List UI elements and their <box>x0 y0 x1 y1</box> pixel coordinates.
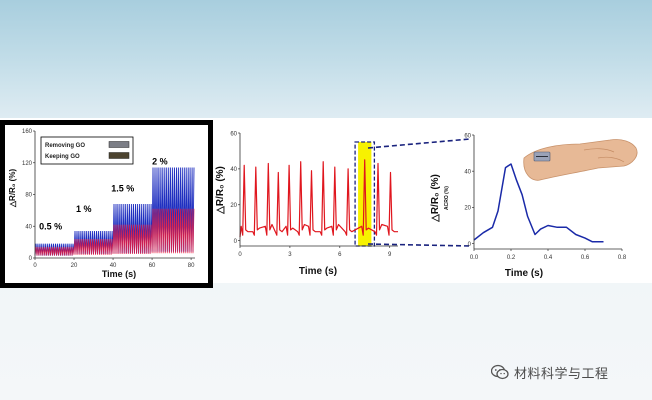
chart3-y-tick-label: 20 <box>464 206 471 212</box>
strain-response-chart: 0 20 40 60 80 0 40 80 120 160 0.5 % 1 % 1.5 % 2 % Re… <box>5 125 208 283</box>
chart1-y-tick-label: 0 <box>29 256 33 262</box>
chart2-highlight-band <box>358 141 372 246</box>
chart3-x-tick-label: 0.0 <box>470 255 479 261</box>
chart2-y-tick-label: 60 <box>230 131 237 137</box>
chart1-ylabel: △R/R₀ (%) <box>8 169 17 209</box>
chart2-y-tick-label: 0 <box>234 239 238 245</box>
chart1-y-tick-label: 160 <box>22 129 33 135</box>
chart3-xlabel: Time (s) <box>505 268 543 279</box>
chart3-y-tick-label: 60 <box>464 133 471 139</box>
chart1-x-tick-label: 40 <box>110 263 117 269</box>
chart1-x-tick-label: 0 <box>33 263 37 269</box>
chart3-y-tick-label: 0 <box>468 242 472 248</box>
chart3-ylabel-sub: ACRO (%) <box>444 186 450 210</box>
chart2-x-tick-label: 0 <box>238 252 242 258</box>
chart2-xlabel: Time (s) <box>299 266 337 277</box>
chart1-legend-label: Removing GO <box>45 143 85 149</box>
watermark: 材料科学与工程 <box>491 362 609 382</box>
chart1-strain-label: 1 % <box>76 204 92 214</box>
wrist-sensor-photo <box>523 139 638 181</box>
chart1-xlabel: Time (s) <box>102 269 136 279</box>
chart3-x-tick-label: 0.2 <box>507 255 516 261</box>
chart2-x-tick-label: 9 <box>388 252 392 258</box>
chart1-y-tick-label: 40 <box>25 224 32 230</box>
chart2-y-tick-label: 40 <box>230 167 237 173</box>
chart3-x-tick-label: 0.6 <box>581 255 590 261</box>
chart3-x-tick-label: 0.4 <box>544 255 553 261</box>
chart1-x-tick-label: 20 <box>71 263 78 269</box>
chart2-x-tick-label: 3 <box>288 252 292 258</box>
watermark-text: 材料科学与工程 <box>514 366 609 382</box>
pulse-response-chart: 0 3 6 9 0 20 40 60 Time (s) △R/R₀ (%) <box>215 131 398 277</box>
chart1-x-tick-label: 60 <box>149 263 156 269</box>
chart2-ylabel: △R/R₀ (%) <box>215 166 226 215</box>
chart1-y-tick-label: 80 <box>25 193 32 199</box>
chart1-strain-label: 0.5 % <box>39 221 62 231</box>
chart1-legend-label: Keeping GO <box>45 154 80 160</box>
chart3-ylabel: △R/R₀ (%) <box>430 174 441 223</box>
chart2-series-line <box>239 159 398 238</box>
chart1-strain-label: 2 % <box>152 156 168 166</box>
chart1-legend-sample-keeping-go <box>108 152 130 159</box>
strain-response-panel: 0 20 40 60 80 0 40 80 120 160 0.5 % 1 % 1.5 % 2 % Re… <box>0 120 213 288</box>
chart1-y-tick-label: 120 <box>22 161 33 167</box>
chart1-x-tick-label: 80 <box>188 263 195 269</box>
wechat-icon <box>491 364 509 380</box>
chart1-legend-sample-removing-go <box>108 141 130 148</box>
chart2-x-tick-label: 6 <box>338 252 342 258</box>
chart1-strain-label: 1.5 % <box>111 183 134 193</box>
chart3-x-tick-label: 0.8 <box>618 255 627 261</box>
chart3-series-line <box>473 163 604 243</box>
chart1-series-keeping-go <box>34 208 195 256</box>
chart2-y-tick-label: 20 <box>230 203 237 209</box>
chart3-y-tick-label: 40 <box>464 170 471 176</box>
single-pulse-chart: 0.0 0.2 0.4 0.6 0.8 0 20 40 60 Time (s) △R/R₀ (%… <box>430 133 638 279</box>
